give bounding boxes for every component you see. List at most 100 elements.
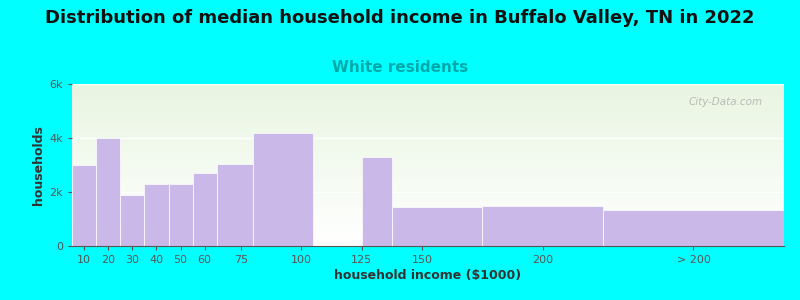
Bar <box>72 116 784 118</box>
Bar <box>72 142 784 144</box>
Bar <box>72 223 784 225</box>
Bar <box>72 197 784 199</box>
Text: City-Data.com: City-Data.com <box>689 97 762 107</box>
Y-axis label: households: households <box>32 125 45 205</box>
Bar <box>72 147 784 149</box>
Bar <box>72 231 784 233</box>
Bar <box>72 206 784 207</box>
Bar <box>72 180 784 181</box>
X-axis label: household income ($1000): household income ($1000) <box>334 269 522 282</box>
Bar <box>72 92 784 94</box>
Bar <box>72 241 784 243</box>
Bar <box>603 209 784 246</box>
Bar <box>72 85 784 87</box>
Bar <box>72 160 784 162</box>
Bar <box>72 146 784 147</box>
Bar <box>72 189 784 191</box>
Bar <box>72 186 784 188</box>
Bar <box>72 207 784 209</box>
Bar <box>72 172 784 173</box>
Bar <box>72 103 784 105</box>
Bar <box>72 230 784 231</box>
Bar <box>72 91 784 92</box>
Bar <box>72 233 784 235</box>
Bar <box>72 123 784 124</box>
Bar <box>72 218 784 220</box>
Bar <box>72 150 784 152</box>
Bar <box>72 228 784 230</box>
Bar <box>72 235 784 236</box>
Bar <box>96 138 120 246</box>
Bar <box>72 175 784 176</box>
Bar <box>72 167 784 168</box>
Bar <box>72 134 784 136</box>
Bar <box>72 128 784 129</box>
Bar <box>169 184 193 246</box>
Bar <box>72 94 784 95</box>
Bar <box>72 239 784 241</box>
Bar <box>72 112 784 113</box>
Bar <box>72 136 784 137</box>
Bar <box>72 176 784 178</box>
Bar <box>72 100 784 102</box>
Bar <box>72 196 784 197</box>
Bar <box>72 165 96 246</box>
Bar <box>72 158 784 160</box>
Bar <box>482 206 603 246</box>
Bar <box>72 194 784 196</box>
Bar <box>72 209 784 210</box>
Bar <box>72 168 784 170</box>
Bar <box>72 131 784 133</box>
Bar <box>72 215 784 217</box>
Bar <box>72 124 784 126</box>
Bar <box>72 184 784 186</box>
Bar <box>145 184 169 246</box>
Bar <box>72 84 784 86</box>
Bar <box>72 188 784 189</box>
Bar <box>72 181 784 183</box>
Bar <box>72 107 784 108</box>
Bar <box>72 126 784 128</box>
Bar <box>72 212 784 214</box>
Bar <box>72 222 784 223</box>
Bar <box>72 183 784 184</box>
Bar <box>72 225 784 226</box>
Bar <box>72 105 784 107</box>
Bar <box>72 199 784 201</box>
Bar <box>193 173 217 246</box>
Bar <box>72 193 784 194</box>
Bar <box>72 118 784 120</box>
Text: Distribution of median household income in Buffalo Valley, TN in 2022: Distribution of median household income … <box>46 9 754 27</box>
Bar <box>72 220 784 222</box>
Bar <box>72 152 784 154</box>
Bar <box>72 202 784 204</box>
Bar <box>72 144 784 146</box>
Bar <box>72 178 784 180</box>
Bar <box>217 164 253 246</box>
Bar <box>72 89 784 91</box>
Bar <box>72 95 784 97</box>
Bar <box>72 214 784 215</box>
Bar <box>72 99 784 100</box>
Bar <box>72 204 784 206</box>
Bar <box>392 207 482 246</box>
Bar <box>72 133 784 134</box>
Bar <box>72 191 784 193</box>
Bar <box>72 157 784 158</box>
Bar <box>72 165 784 166</box>
Bar <box>72 154 784 155</box>
Bar <box>72 115 784 116</box>
Bar <box>72 110 784 112</box>
Bar <box>72 139 784 141</box>
Bar <box>72 226 784 228</box>
Bar <box>72 141 784 142</box>
Bar <box>72 164 784 165</box>
Bar <box>362 157 392 246</box>
Bar <box>72 113 784 115</box>
Bar <box>120 195 145 246</box>
Text: White residents: White residents <box>332 60 468 75</box>
Bar <box>72 108 784 110</box>
Bar <box>72 87 784 89</box>
Bar <box>72 201 784 202</box>
Bar <box>72 236 784 238</box>
